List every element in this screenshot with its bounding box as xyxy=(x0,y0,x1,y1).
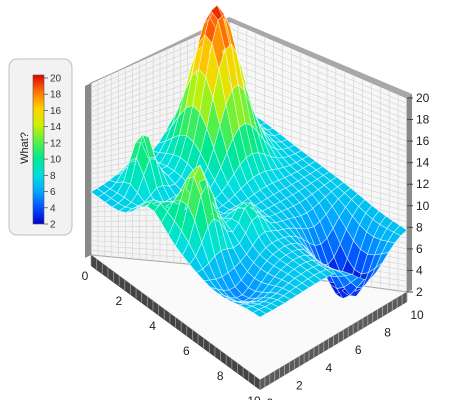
wall-gridline xyxy=(228,96,408,158)
x-tick-label: 6 xyxy=(183,344,190,358)
wall-gridline xyxy=(228,75,408,142)
y-tick-label: 0 xyxy=(267,396,274,400)
surface-cell xyxy=(393,225,408,236)
floor-ticks xyxy=(90,255,408,390)
legend-title: What? xyxy=(19,132,31,164)
x-axis: 0 2 4 6 8 10 xyxy=(82,269,261,400)
wall-gridline xyxy=(228,103,408,163)
y-tick-label: 2 xyxy=(296,378,303,392)
legend-label: 10 xyxy=(50,155,62,166)
legend-label: 20 xyxy=(50,74,62,85)
x-tick-label: 2 xyxy=(115,294,122,308)
x-tick-label: 4 xyxy=(149,319,156,333)
wall-gridline xyxy=(228,34,408,110)
left-wall-edge xyxy=(85,83,91,258)
z-tick-label: 10 xyxy=(416,199,430,213)
top-left-edge xyxy=(85,17,229,86)
y-axis: 0 2 4 6 8 10 xyxy=(267,308,424,400)
z-tick-label: 18 xyxy=(416,113,430,127)
surface-mesh xyxy=(90,4,408,318)
legend-label: 8 xyxy=(50,171,56,182)
z-tick-label: 4 xyxy=(416,263,423,277)
legend-label: 16 xyxy=(50,106,62,117)
y-tick-label: 6 xyxy=(355,343,362,357)
wall-gridline xyxy=(228,61,408,131)
legend-labels: 20 18 16 14 12 10 8 6 4 2 xyxy=(44,74,62,231)
wall-gridline xyxy=(228,68,408,137)
x-tick-label: 0 xyxy=(82,269,89,283)
x-tick-label: 8 xyxy=(217,369,224,383)
legend-label: 2 xyxy=(50,220,56,231)
legend-colorbar xyxy=(32,74,45,225)
z-tick-label: 20 xyxy=(416,91,430,105)
z-tick-label: 12 xyxy=(416,177,430,191)
legend-label: 4 xyxy=(50,203,56,214)
y-tick-label: 10 xyxy=(410,308,424,322)
z-tick-label: 16 xyxy=(416,134,430,148)
z-axis: 2 4 6 8 10 12 14 16 18 20 xyxy=(407,91,430,299)
legend-label: 12 xyxy=(50,138,62,149)
legend: What? 20 18 16 14 12 10 8 6 4 2 xyxy=(8,58,73,236)
wall-gridline xyxy=(228,41,408,115)
z-tick-label: 6 xyxy=(416,242,423,256)
z-tick-label: 8 xyxy=(416,220,423,234)
z-tick-label: 14 xyxy=(416,156,430,170)
right-wall-edge xyxy=(407,94,412,292)
z-tick-label: 2 xyxy=(416,285,423,299)
legend-label: 14 xyxy=(50,122,62,133)
top-right-edge xyxy=(229,17,412,98)
x-tick-label: 10 xyxy=(247,394,261,400)
wall-gridline xyxy=(228,82,408,147)
y-tick-label: 4 xyxy=(325,361,332,375)
y-tick-label: 8 xyxy=(384,326,391,340)
legend-label: 18 xyxy=(50,90,62,101)
wall-gridline xyxy=(228,27,408,104)
legend-label: 6 xyxy=(50,187,56,198)
wall-gridline xyxy=(228,89,408,153)
wall-gridline xyxy=(228,48,408,120)
wall-gridline xyxy=(228,54,408,126)
